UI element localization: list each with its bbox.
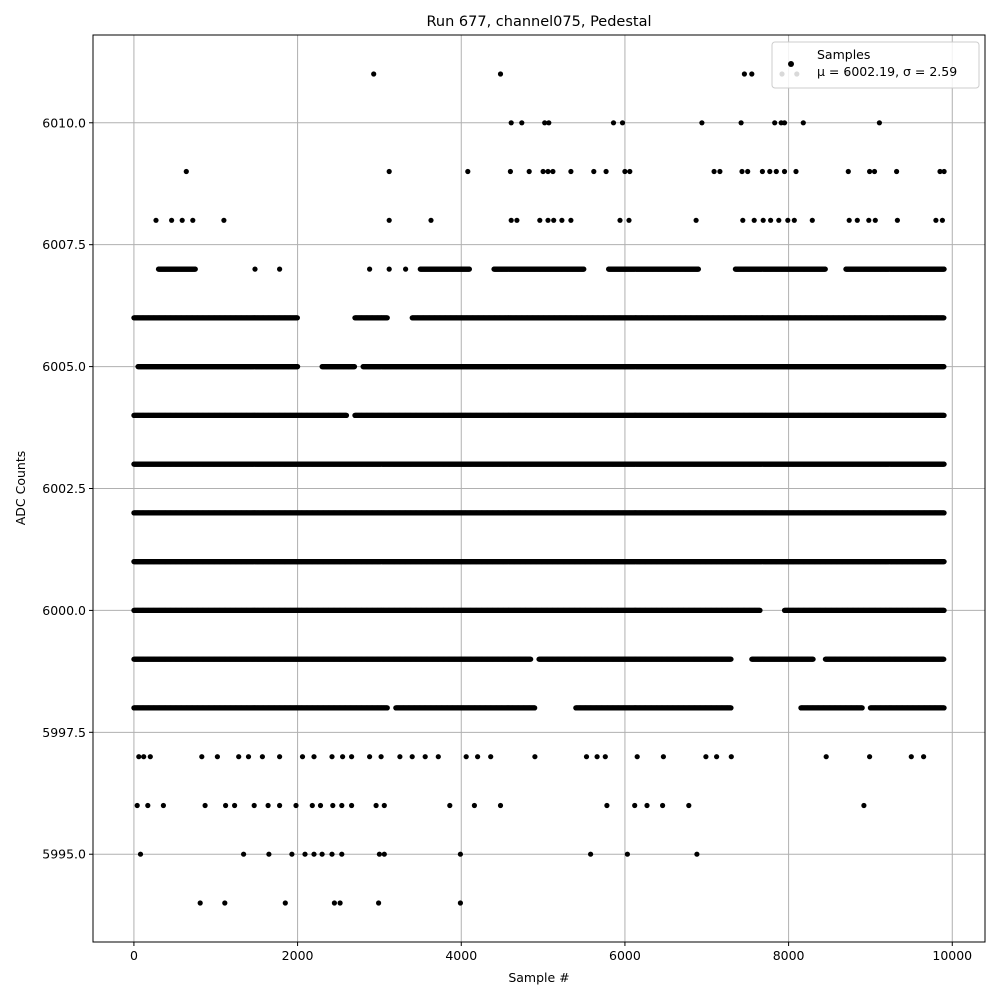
data-points	[131, 71, 947, 906]
data-point	[941, 461, 947, 467]
data-point	[941, 510, 947, 516]
data-point	[941, 559, 947, 565]
